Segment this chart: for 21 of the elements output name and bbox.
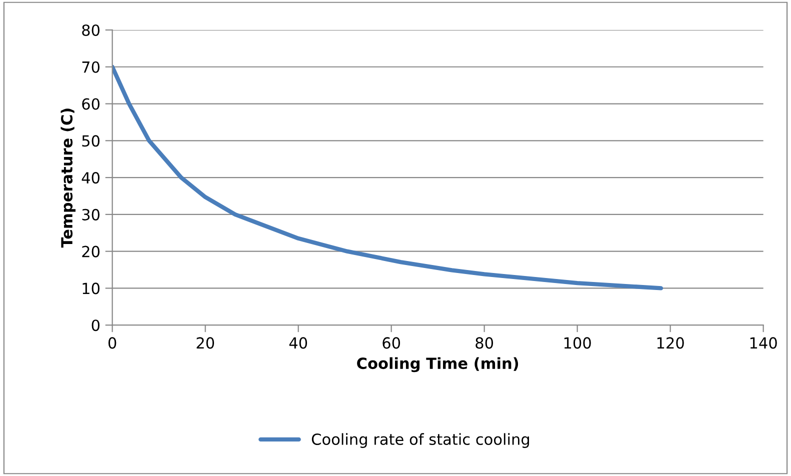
y-axis-title: Temperature (C)	[60, 108, 76, 248]
y-tick-label: 50	[82, 135, 100, 147]
y-tick-label: 10	[82, 282, 100, 294]
y-tick-label: 80	[82, 24, 100, 36]
x-tick-label: 20	[196, 337, 214, 349]
y-tick-label: 20	[82, 246, 100, 258]
y-tick-label: 0	[92, 320, 100, 332]
y-tick-label: 30	[82, 208, 100, 220]
x-tick-label: 120	[657, 337, 684, 349]
legend-label: Cooling rate of static cooling	[312, 433, 529, 448]
line-series	[112, 64, 664, 290]
x-tick-label: 60	[382, 337, 400, 349]
x-tick-label: 140	[750, 337, 777, 349]
y-tick-label: 40	[82, 172, 100, 184]
y-tick-label: 70	[82, 61, 100, 73]
x-axis-title: Cooling Time (min)	[357, 357, 518, 372]
x-tick-label: 40	[289, 337, 308, 349]
y-tick-label: 60	[82, 98, 100, 110]
x-tick-label: 0	[108, 337, 116, 349]
x-tick-label: 100	[564, 337, 591, 349]
x-tick-label: 80	[476, 337, 494, 349]
